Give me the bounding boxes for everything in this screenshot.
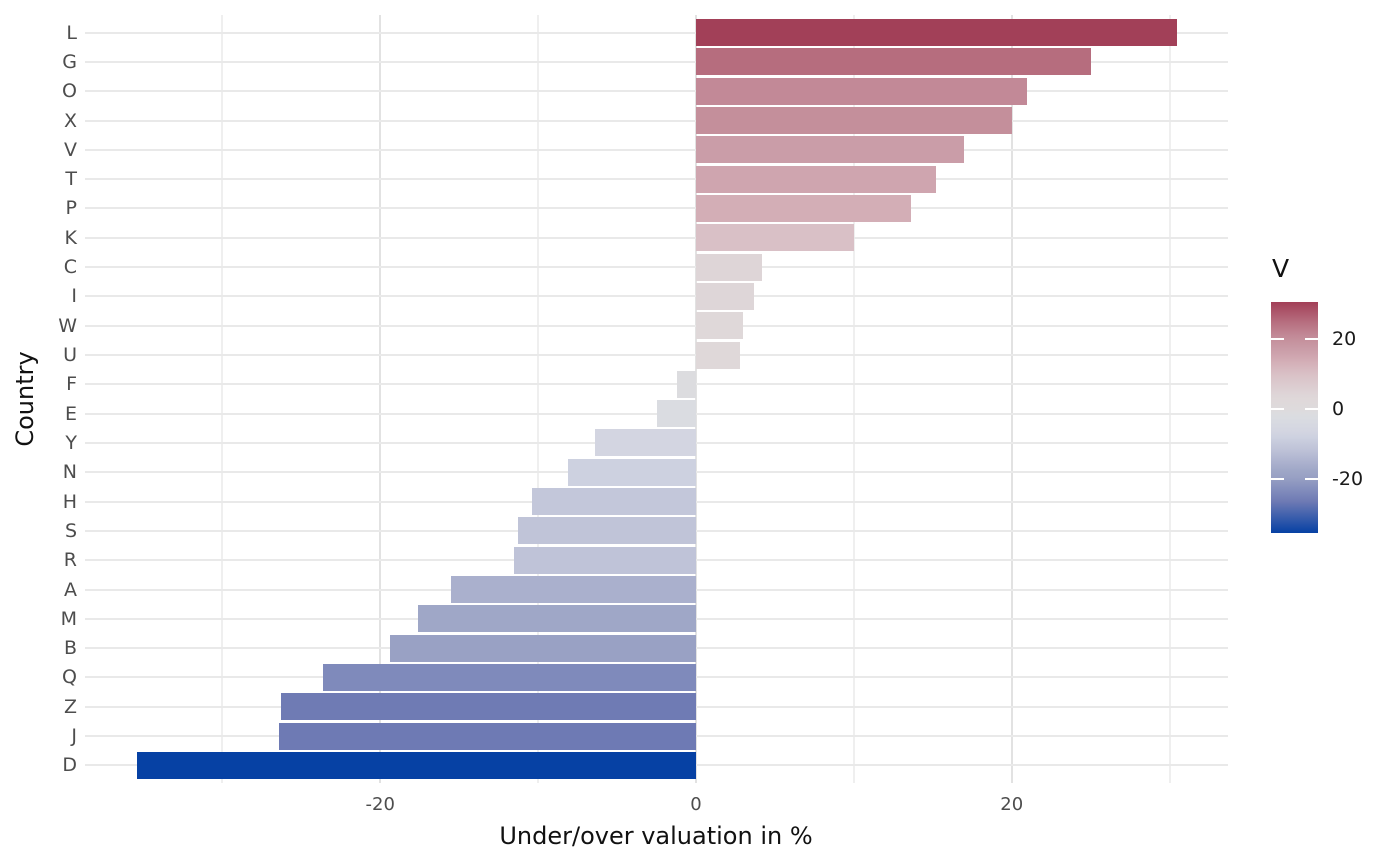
- minor-gridline: [221, 15, 224, 783]
- y-tick-label: G: [62, 50, 77, 73]
- y-tick-label: A: [64, 578, 77, 601]
- y-tick-label: C: [63, 256, 77, 279]
- row-gridline: [85, 178, 1228, 181]
- colorbar-tick: [1271, 338, 1284, 341]
- y-tick-label: V: [64, 138, 77, 161]
- x-axis-title: Under/over valuation in %: [499, 822, 813, 850]
- y-tick-label: E: [64, 402, 77, 425]
- row-gridline: [85, 60, 1228, 63]
- bar-S: [517, 517, 696, 545]
- x-tick-label: 20: [1000, 794, 1024, 815]
- row-gridline: [85, 148, 1228, 151]
- bar-M: [418, 605, 696, 633]
- bar-X: [695, 107, 1012, 135]
- bar-J: [279, 722, 696, 750]
- y-tick-label: J: [71, 725, 77, 748]
- x-tick-label: -20: [365, 794, 395, 815]
- bar-R: [514, 546, 696, 574]
- bar-U: [695, 341, 741, 369]
- y-tick-label: H: [62, 490, 77, 513]
- row-gridline: [85, 119, 1228, 122]
- major-gridline: [379, 15, 382, 783]
- colorbar-tick: [1305, 478, 1318, 481]
- y-tick-label: U: [63, 344, 77, 367]
- row-gridline: [85, 236, 1228, 239]
- row-gridline: [85, 324, 1228, 327]
- row-gridline: [85, 383, 1228, 386]
- y-tick-label: T: [65, 168, 77, 191]
- colorbar-tick: [1305, 338, 1318, 341]
- legend-title: V: [1272, 254, 1290, 283]
- y-tick-label: B: [63, 637, 77, 660]
- major-gridline: [694, 15, 697, 783]
- bar-G: [695, 48, 1091, 76]
- bar-D: [137, 751, 696, 779]
- y-axis-title: Country: [11, 351, 39, 447]
- bar-B: [389, 634, 696, 662]
- y-tick-label: K: [64, 226, 77, 249]
- row-gridline: [85, 266, 1228, 269]
- colorbar-tick: [1271, 478, 1284, 481]
- x-tick-label: 0: [690, 794, 702, 815]
- bar-Y: [594, 429, 696, 457]
- row-gridline: [85, 31, 1228, 34]
- y-tick-label: R: [63, 549, 77, 572]
- minor-gridline: [852, 15, 855, 783]
- legend-tick-label: -20: [1332, 468, 1364, 491]
- plot-panel: [85, 15, 1228, 783]
- bar-F: [677, 370, 696, 398]
- y-tick-label: F: [66, 373, 77, 396]
- colorbar-tick: [1305, 408, 1318, 411]
- bar-I: [695, 282, 755, 310]
- bar-E: [656, 400, 696, 428]
- colorbar-tick: [1271, 408, 1284, 411]
- legend-tick-label: 0: [1332, 398, 1345, 421]
- y-tick-label: W: [58, 314, 77, 337]
- legend-tick-label: 20: [1332, 328, 1357, 351]
- y-tick-label: N: [62, 461, 77, 484]
- y-tick-label: X: [63, 109, 77, 132]
- row-gridline: [85, 295, 1228, 298]
- y-tick-label: Z: [63, 695, 77, 718]
- y-tick-label: Q: [62, 666, 77, 689]
- bar-T: [695, 165, 936, 193]
- y-tick-label: P: [65, 197, 77, 220]
- row-gridline: [85, 354, 1228, 357]
- legend: V 20 0 -20: [1271, 254, 1400, 544]
- y-tick-label: Y: [65, 431, 77, 454]
- y-tick-label: I: [71, 285, 77, 308]
- row-gridline: [85, 90, 1228, 93]
- minor-gridline: [537, 15, 540, 783]
- y-tick-label: S: [64, 519, 77, 542]
- bar-C: [695, 253, 763, 281]
- bar-K: [695, 224, 854, 252]
- y-tick-label: L: [66, 21, 77, 44]
- bar-W: [695, 312, 744, 340]
- bar-L: [695, 19, 1178, 47]
- major-gridline: [1010, 15, 1013, 783]
- bar-V: [695, 136, 965, 164]
- row-gridline: [85, 207, 1228, 210]
- bar-A: [451, 576, 696, 604]
- y-tick-label: O: [62, 80, 77, 103]
- bar-Z: [280, 693, 696, 721]
- legend-colorbar: [1271, 302, 1318, 533]
- bar-Q: [323, 663, 696, 691]
- bar-P: [695, 194, 911, 222]
- bar-O: [695, 77, 1028, 105]
- minor-gridline: [1168, 15, 1171, 783]
- bar-H: [531, 488, 696, 516]
- bar-N: [568, 458, 696, 486]
- y-tick-label: M: [60, 607, 77, 630]
- y-tick-label: D: [62, 754, 77, 777]
